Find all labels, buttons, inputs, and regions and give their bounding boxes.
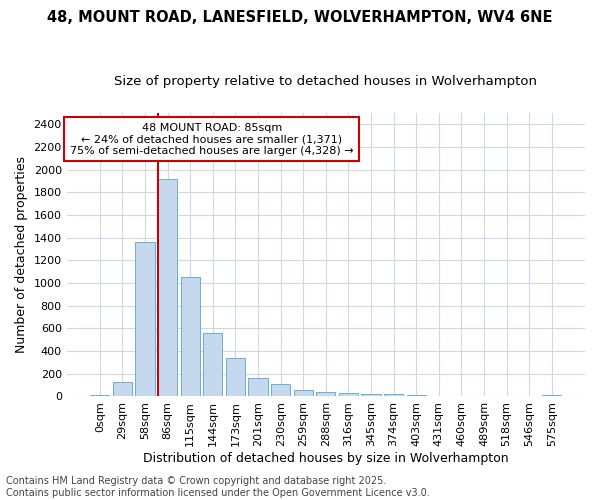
Bar [203, 333, 223, 396]
X-axis label: Distribution of detached houses by size in Wolverhampton: Distribution of detached houses by size … [143, 452, 509, 465]
Bar [136, 242, 155, 396]
Text: 48, MOUNT ROAD, LANESFIELD, WOLVERHAMPTON, WV4 6NE: 48, MOUNT ROAD, LANESFIELD, WOLVERHAMPTO… [47, 10, 553, 25]
Text: 48 MOUNT ROAD: 85sqm
← 24% of detached houses are smaller (1,371)
75% of semi-de: 48 MOUNT ROAD: 85sqm ← 24% of detached h… [70, 122, 353, 156]
Bar [113, 382, 132, 396]
Bar [181, 276, 200, 396]
Bar [158, 178, 177, 396]
Bar [293, 390, 313, 396]
Bar [271, 384, 290, 396]
Bar [361, 394, 380, 396]
Y-axis label: Number of detached properties: Number of detached properties [15, 156, 28, 353]
Bar [248, 378, 268, 396]
Bar [339, 394, 358, 396]
Bar [226, 358, 245, 397]
Bar [384, 394, 403, 396]
Title: Size of property relative to detached houses in Wolverhampton: Size of property relative to detached ho… [115, 75, 538, 88]
Text: Contains HM Land Registry data © Crown copyright and database right 2025.
Contai: Contains HM Land Registry data © Crown c… [6, 476, 430, 498]
Bar [316, 392, 335, 396]
